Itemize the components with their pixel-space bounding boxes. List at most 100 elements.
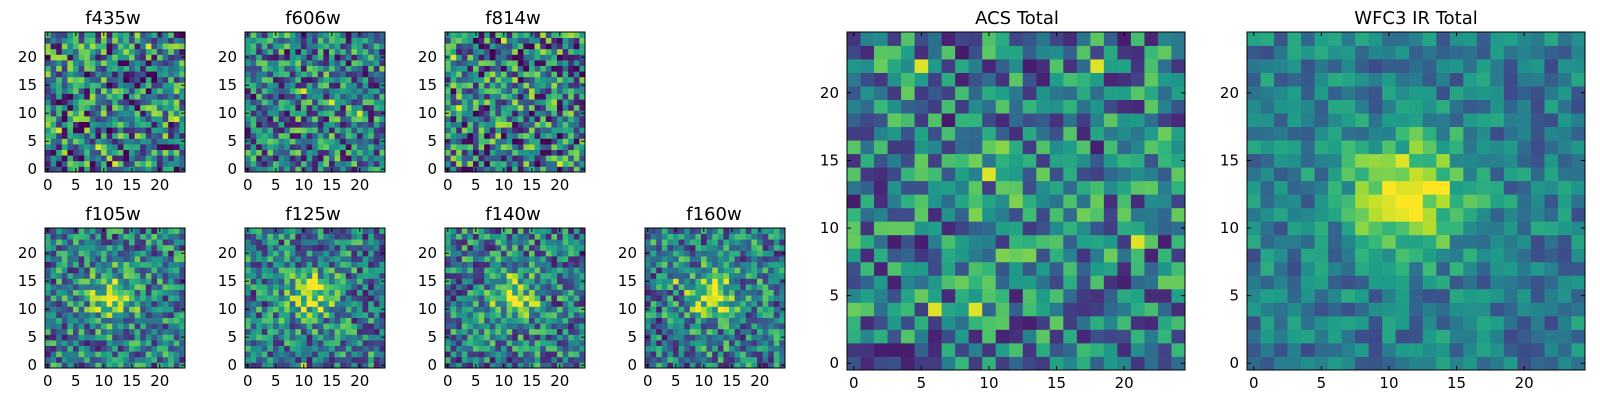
heatmap-cell — [373, 65, 380, 72]
heatmap-cell — [534, 233, 541, 240]
heatmap-cell — [179, 300, 186, 307]
heatmap-cell — [557, 48, 563, 55]
heatmap-cell — [523, 328, 530, 335]
heatmap-cell — [89, 228, 96, 234]
heatmap-cell — [323, 362, 330, 369]
heatmap-cell — [467, 228, 474, 234]
heatmap-cell — [273, 43, 279, 50]
heatmap-cell — [523, 295, 530, 302]
heatmap-cell — [684, 244, 691, 251]
heatmap-cell — [551, 306, 558, 313]
heatmap-cell — [489, 351, 496, 358]
heatmap-cell — [179, 116, 186, 122]
heatmap-cell — [334, 267, 341, 274]
heatmap-cell — [568, 160, 575, 167]
heatmap-cell — [523, 284, 530, 290]
heatmap-cell — [779, 233, 786, 240]
heatmap-cell — [334, 104, 341, 111]
heatmap-cell — [295, 306, 302, 313]
heatmap-cell — [684, 306, 691, 313]
heatmap-cell — [489, 295, 496, 302]
heatmap-cell — [284, 127, 291, 134]
heatmap-cell — [61, 356, 68, 363]
y-tick-label: 10 — [218, 300, 237, 318]
heatmap-cell — [768, 239, 775, 246]
heatmap-cell — [456, 278, 463, 285]
heatmap-cell — [523, 127, 530, 134]
heatmap-cell — [557, 300, 563, 307]
heatmap-cell — [267, 99, 274, 106]
heatmap-cell — [461, 300, 468, 307]
y-tick-label: 0 — [427, 160, 437, 178]
heatmap-cell — [129, 306, 135, 313]
heatmap-cell — [312, 82, 319, 89]
heatmap-cell — [562, 155, 569, 162]
heatmap-cell — [473, 323, 479, 330]
heatmap-cell — [506, 340, 513, 346]
heatmap-cell — [329, 155, 335, 162]
heatmap-cell — [673, 278, 679, 285]
heatmap-cell — [1036, 275, 1051, 290]
heatmap-cell — [461, 228, 468, 234]
heatmap-cell — [295, 166, 302, 173]
heatmap-cell — [256, 132, 263, 139]
heatmap-cell — [151, 239, 158, 246]
heatmap-cell — [1036, 234, 1051, 249]
heatmap-cell — [67, 328, 74, 335]
heatmap-cell — [157, 60, 163, 66]
heatmap-cell — [562, 328, 569, 335]
heatmap-cell — [712, 244, 719, 251]
heatmap-cell — [512, 166, 519, 173]
heatmap-cell — [151, 300, 158, 307]
heatmap-cell — [557, 317, 563, 324]
heatmap-cell — [256, 267, 263, 274]
heatmap-cell — [450, 121, 457, 128]
heatmap-cell — [145, 317, 152, 324]
heatmap-cell — [506, 166, 513, 173]
heatmap-cell — [295, 323, 302, 330]
heatmap-cell — [95, 250, 102, 257]
heatmap-cell — [484, 334, 491, 341]
heatmap-cell — [768, 228, 775, 234]
heatmap-cell — [117, 351, 124, 358]
heatmap-cell — [151, 110, 158, 117]
heatmap-cell — [329, 110, 335, 117]
heatmap-cell — [351, 351, 358, 358]
heatmap-cell — [928, 356, 943, 371]
heatmap-cell — [267, 166, 274, 173]
heatmap-cell — [717, 272, 724, 279]
heatmap-cell — [717, 323, 724, 330]
heatmap-cell — [717, 351, 724, 358]
heatmap-cell — [534, 362, 541, 369]
heatmap-cell — [317, 272, 324, 279]
y-tick-label: 20 — [218, 48, 237, 66]
heatmap-cell — [1076, 315, 1091, 330]
heatmap-cell — [173, 345, 180, 352]
heatmap-cell — [467, 300, 474, 307]
heatmap-cell — [773, 228, 780, 234]
heatmap-cell — [545, 149, 552, 156]
heatmap-cell — [982, 356, 997, 371]
heatmap-cell — [357, 149, 363, 156]
heatmap-cell — [95, 345, 102, 352]
heatmap-cell — [740, 300, 747, 307]
heatmap-cell — [134, 261, 141, 268]
heatmap-cell — [512, 267, 519, 274]
heatmap-cell — [860, 342, 875, 357]
heatmap-cell — [445, 239, 451, 246]
heatmap-cell — [506, 144, 513, 150]
heatmap-cell — [517, 99, 524, 106]
heatmap-cell — [278, 272, 285, 279]
heatmap-cell — [684, 328, 691, 335]
heatmap-cell — [751, 267, 758, 274]
heatmap-cell — [140, 121, 147, 128]
heatmap-cell — [517, 295, 524, 302]
heatmap-cell — [941, 194, 956, 209]
heatmap-cell — [779, 328, 786, 335]
heatmap-cell — [56, 312, 63, 318]
heatmap-cell — [1076, 248, 1091, 263]
heatmap-cell — [306, 166, 313, 173]
heatmap-cell — [573, 116, 580, 122]
heatmap-cell — [473, 239, 479, 246]
heatmap-cell — [773, 250, 780, 257]
